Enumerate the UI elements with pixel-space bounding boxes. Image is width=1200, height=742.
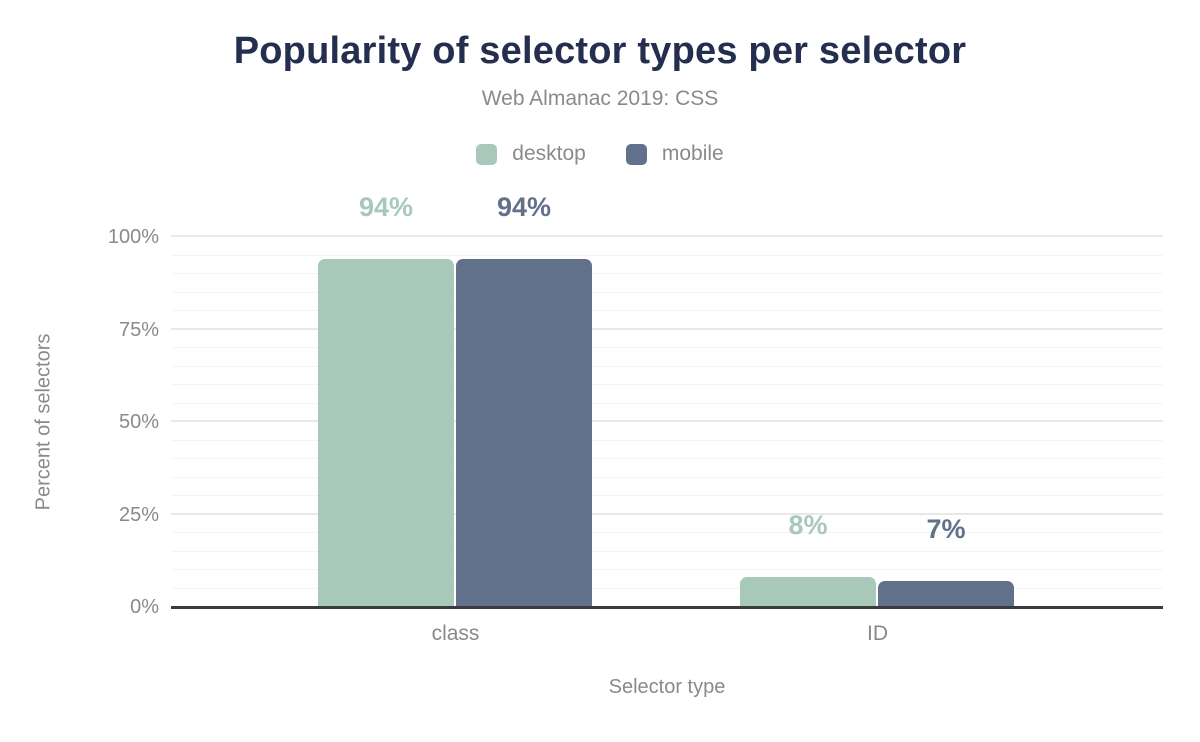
y-tick-label: 100%	[107, 226, 159, 248]
gridline-10pct	[171, 569, 1163, 570]
legend-item-mobile[interactable]: mobile	[625, 142, 724, 166]
legend-swatch-icon	[476, 143, 498, 165]
x-axis-line	[171, 606, 1163, 609]
bar-desktop-ID[interactable]	[740, 577, 876, 607]
gridline-90pct	[171, 273, 1163, 274]
bar-mobile-ID[interactable]	[878, 581, 1014, 607]
legend-label: mobile	[661, 142, 724, 165]
legend-item-desktop[interactable]: desktop	[476, 142, 586, 166]
gridline-5pct	[171, 587, 1163, 589]
gridline-95pct	[171, 254, 1163, 256]
gridline-35pct	[171, 476, 1163, 478]
gridline-65pct	[171, 365, 1163, 367]
y-tick-label: 75%	[118, 318, 159, 341]
x-axis-title: Selector type	[608, 676, 726, 698]
legend-label: desktop	[512, 142, 586, 165]
bar-mobile-class[interactable]	[456, 259, 592, 607]
y-tick-label: 25%	[118, 503, 159, 526]
gridline-75pct	[171, 327, 1163, 330]
bar-value-label-mobile-ID: 7%	[926, 514, 966, 545]
bar-value-label-desktop-class: 94%	[358, 192, 414, 223]
gridline-15pct	[171, 550, 1163, 552]
gridline-20pct	[171, 532, 1163, 533]
legend: desktop mobile	[0, 142, 1200, 166]
gridline-40pct	[171, 458, 1163, 459]
x-tick-label-class: class	[431, 622, 480, 645]
gridline-60pct	[171, 384, 1163, 385]
bar-value-label-mobile-class: 94%	[496, 192, 552, 223]
gridline-70pct	[171, 347, 1163, 348]
chart-subtitle: Web Almanac 2019: CSS	[481, 87, 719, 110]
bar-value-label-desktop-ID: 8%	[788, 510, 828, 541]
gridline-85pct	[171, 291, 1163, 293]
gridline-30pct	[171, 495, 1163, 496]
legend-swatch-icon	[625, 143, 647, 165]
gridline-45pct	[171, 439, 1163, 441]
gridline-50pct	[171, 420, 1163, 422]
gridline-25pct	[171, 512, 1163, 515]
plot-area: 0% 25% 50% 75% 100% 94% 94% class 8% 7% ID	[108, 192, 1163, 645]
y-axis-title: Percent of selectors	[32, 333, 55, 511]
gridline-100pct	[171, 235, 1163, 237]
gridline-55pct	[171, 402, 1163, 404]
chart-title: Popularity of selector types per selecto…	[233, 30, 967, 72]
y-tick-label: 0%	[130, 596, 159, 618]
x-tick-label-ID: ID	[867, 622, 888, 645]
gridline-80pct	[171, 310, 1163, 311]
bar-desktop-class[interactable]	[318, 259, 454, 607]
y-tick-label: 50%	[118, 411, 159, 433]
